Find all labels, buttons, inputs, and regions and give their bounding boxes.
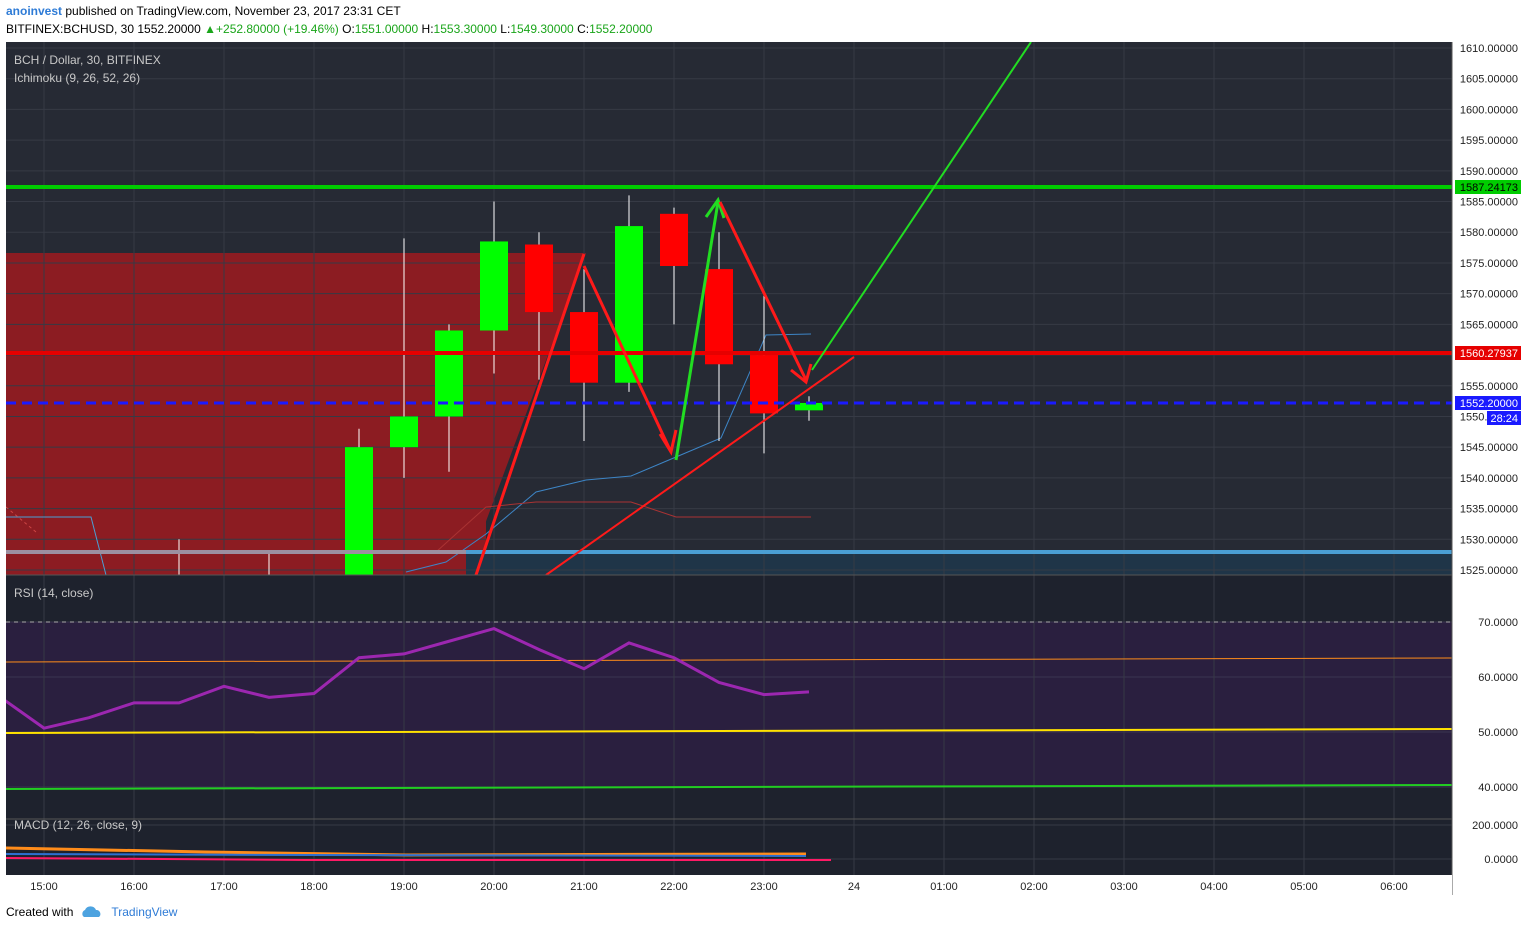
change-arrow-icon: ▲ [204, 22, 217, 36]
time-tick-label: 01:00 [930, 881, 958, 893]
candle-body [750, 355, 778, 414]
time-tick-label: 24 [848, 881, 860, 893]
high-label: H: [421, 22, 434, 36]
price-tick-label: 1540.00000 [1460, 473, 1518, 485]
price-tick-label: 1610.00000 [1460, 43, 1518, 55]
change-value: +252.80000 (+19.46%) [216, 22, 339, 36]
price-tick-label: 1600.00000 [1460, 104, 1518, 116]
price-tick-label: 1605.00000 [1460, 74, 1518, 86]
candle-body [345, 447, 373, 575]
countdown-tag [1487, 411, 1521, 425]
time-tick-label: 23:00 [750, 881, 778, 893]
chart-svg[interactable]: BCH / Dollar, 30, BITFINEX Ichimoku (9, … [0, 41, 1524, 895]
ichimoku-title: Ichimoku (9, 26, 52, 26) [14, 71, 140, 85]
chart-frame[interactable]: BCH / Dollar, 30, BITFINEX Ichimoku (9, … [0, 41, 1524, 900]
price-tick-label: 1590.00000 [1460, 166, 1518, 178]
support-tag [1455, 346, 1521, 360]
price-tick-label: 1530.00000 [1460, 534, 1518, 546]
last-price-tag [1455, 396, 1521, 410]
candle-body [705, 269, 733, 365]
rsi-tick-label: 50.0000 [1478, 727, 1518, 739]
macd-tick-label: 0.0000 [1484, 854, 1518, 866]
published-text: published on TradingView.com, November 2… [65, 4, 401, 18]
rsi-drawn-green[interactable] [5, 784, 1453, 790]
macd-line [5, 857, 831, 861]
time-tick-label: 03:00 [1110, 881, 1138, 893]
resistance-tag [1455, 180, 1521, 194]
time-tick-label: 02:00 [1020, 881, 1048, 893]
x-axis-labels: 15:00 16:00 17:00 18:00 19:00 20:00 21:00 22:00… [30, 881, 1408, 893]
price-tick-label: 1525.00000 [1460, 565, 1518, 577]
price-tick-label: 1575.00000 [1460, 258, 1518, 270]
ichimoku-cloud-red [6, 253, 486, 575]
high-value: 1553.30000 [433, 22, 497, 36]
created-with: Created with [6, 905, 74, 919]
macd-tick-label: 200.0000 [1472, 820, 1518, 832]
macd-signal-line [5, 846, 807, 857]
time-tick-label: 17:00 [210, 881, 238, 893]
candle-body [660, 213, 688, 267]
author-name[interactable]: anoinvest [6, 4, 63, 18]
open-value: 1551.00000 [354, 22, 419, 36]
trend-drawings[interactable] [474, 41, 1032, 576]
candle-body [390, 416, 418, 448]
time-tick-label: 04:00 [1200, 881, 1228, 893]
macd-pane-bg [6, 819, 1452, 875]
low-value: 1549.30000 [510, 22, 574, 36]
price-tick-label: 1535.00000 [1460, 504, 1518, 516]
macd-title: MACD (12, 26, close, 9) [14, 818, 142, 832]
candle-body [480, 241, 508, 331]
countdown: 28:24 [1490, 413, 1518, 425]
rsi-line [0, 627, 810, 730]
time-tick-label: 18:00 [300, 881, 328, 893]
price-tick-label: 1595.00000 [1460, 135, 1518, 147]
price-tick-label: 1570.00000 [1460, 289, 1518, 301]
price-tick-label: 1545.00000 [1460, 442, 1518, 454]
ichimoku-lines [5, 333, 812, 576]
rsi-drawn-yellow[interactable] [5, 728, 1453, 734]
time-tick-label: 06:00 [1380, 881, 1408, 893]
symbol: BITFINEX:BCHUSD, 30 [6, 22, 135, 36]
resistance-value: 1587.24173 [1460, 182, 1518, 194]
time-tick-label: 19:00 [390, 881, 418, 893]
macd-histogram [5, 853, 807, 857]
support-value: 1560.27937 [1460, 348, 1518, 360]
time-tick-label: 15:00 [30, 881, 58, 893]
rsi-tick-label: 60.0000 [1478, 672, 1518, 684]
time-tick-label: 05:00 [1290, 881, 1318, 893]
footer: Created with TradingView [6, 905, 177, 919]
symbol-line: BITFINEX:BCHUSD, 30 1552.20000 ▲+252.800… [6, 22, 652, 36]
level-tags: 1587.24173 1560.27937 1552.20000 28:24 [1455, 180, 1521, 425]
publish-line: anoinvest published on TradingView.com, … [6, 4, 401, 18]
candle-body [795, 402, 823, 411]
price-tick-label: 1555.00000 [1460, 381, 1518, 393]
time-tick-label: 20:00 [480, 881, 508, 893]
price-tick-label: 1580.00000 [1460, 227, 1518, 239]
close-value: 1552.20000 [589, 22, 653, 36]
candle-body [525, 244, 553, 313]
tradingview-cloud-icon [82, 906, 101, 917]
last-price-value: 1552.20000 [1460, 398, 1518, 410]
rsi-title: RSI (14, close) [14, 586, 93, 600]
open-label: O: [342, 22, 355, 36]
time-tick-label: 21:00 [570, 881, 598, 893]
last-price: 1552.20000 [137, 22, 201, 36]
ichimoku-cloud-blue [466, 552, 1452, 575]
rsi-tick-label: 40.0000 [1478, 782, 1518, 794]
close-label: C: [577, 22, 590, 36]
time-axis[interactable] [6, 875, 1452, 895]
rsi-tick-label: 70.0000 [1478, 617, 1518, 629]
tradingview-link[interactable]: TradingView [111, 905, 178, 919]
rsi-band [6, 622, 1452, 787]
low-label: L: [500, 22, 511, 36]
price-tick-label: 1585.00000 [1460, 197, 1518, 209]
time-tick-label: 22:00 [660, 881, 688, 893]
time-tick-label: 16:00 [120, 881, 148, 893]
price-pane-title: BCH / Dollar, 30, BITFINEX [14, 53, 161, 67]
candle-body [570, 312, 598, 383]
rsi-drawn-orange[interactable] [5, 657, 1453, 663]
price-tick-label: 1565.00000 [1460, 319, 1518, 331]
candle-body [615, 226, 643, 383]
